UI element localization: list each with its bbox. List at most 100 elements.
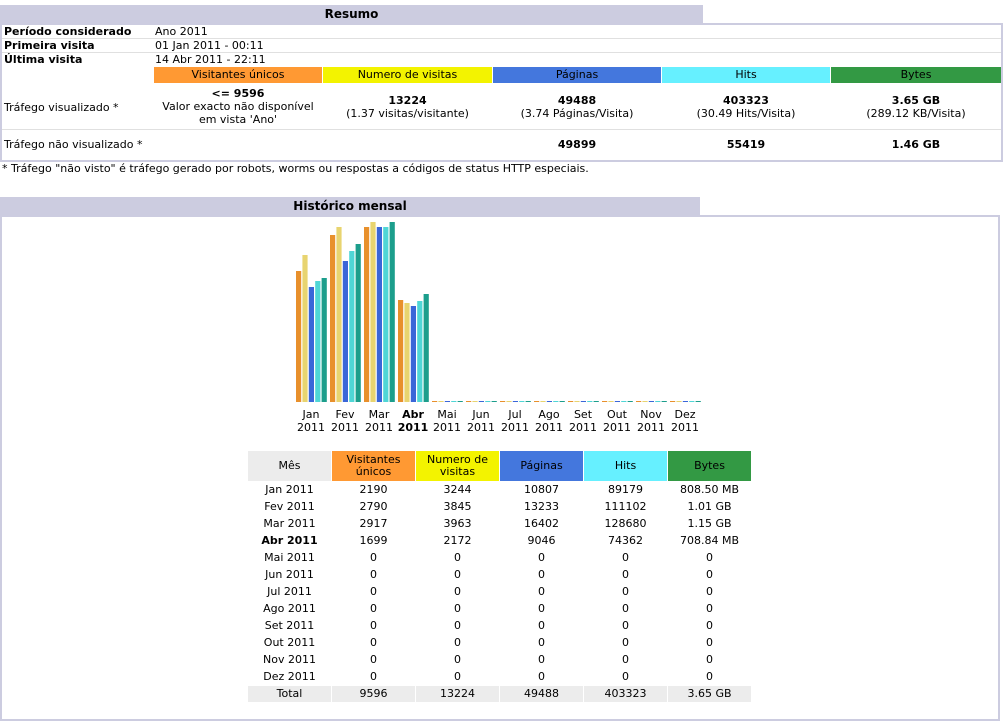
bar-paginas-out [614, 401, 620, 402]
table-cell-bytes: 1.01 GB [687, 500, 732, 513]
x-tick-year-dez: 2011 [671, 421, 699, 434]
table-cell-hits: 0 [622, 619, 629, 632]
table-cell-visitas: 0 [454, 670, 461, 683]
nao-visto-hits: 55419 [726, 138, 766, 151]
trafego-nao-visualizado-label: Tráfego não visualizado * [4, 138, 143, 151]
hits-value: 403323 [723, 94, 769, 107]
bar-hits-ago [553, 401, 559, 402]
bar-visitas-dez [676, 401, 682, 402]
table-header-bytes: Bytes [668, 451, 751, 481]
table-total-visitas: 13224 [416, 686, 499, 702]
bar-bytes-mai [457, 401, 463, 402]
table-cell-paginas: 0 [538, 602, 545, 615]
table-cell-bytes: 0 [706, 585, 713, 598]
table-cell-visitas: 0 [454, 568, 461, 581]
bar-visitantes-jul [500, 401, 506, 402]
table-cell-mes: Ago 2011 [263, 602, 316, 615]
table-cell-mes: Mai 2011 [264, 551, 315, 564]
table-cell-hits: 0 [622, 551, 629, 564]
bar-hits-out [621, 401, 627, 402]
visitas-ratio: (1.37 visitas/visitante) [346, 107, 469, 120]
table-cell-bytes: 708.84 MB [679, 534, 740, 547]
bar-hits-set [587, 401, 593, 402]
table-cell-mes: Jan 2011 [265, 483, 314, 496]
table-cell-visitas: 0 [454, 653, 461, 666]
bar-visitantes-jan [296, 271, 302, 402]
table-cell-paginas: 0 [538, 551, 545, 564]
x-tick-year-mar: 2011 [365, 421, 393, 434]
bar-bytes-out [627, 401, 633, 402]
table-cell-mes: Set 2011 [264, 619, 315, 632]
table-cell-hits: 111102 [604, 500, 647, 513]
x-tick-year-mai: 2011 [433, 421, 461, 434]
table-cell-paginas: 13233 [524, 500, 559, 513]
primeira-visita-label: Primeira visita [4, 39, 95, 52]
historico-title: Histórico mensal [0, 197, 700, 215]
table-cell-hits: 128680 [604, 517, 647, 530]
visitantes-value: <= 9596 [211, 87, 265, 100]
bar-paginas-set [580, 401, 586, 402]
table-cell-hits: 0 [622, 653, 629, 666]
table-cell-paginas: 0 [538, 585, 545, 598]
table-cell-visitantes: 1699 [359, 534, 388, 547]
hits-ratio: (30.49 Hits/Visita) [696, 107, 796, 120]
table-cell-bytes: 0 [706, 670, 713, 683]
bytes-value: 3.65 GB [891, 94, 941, 107]
x-tick-month-jul: Jul [507, 408, 521, 421]
bar-visitas-mai [438, 401, 444, 402]
bar-paginas-ago [546, 401, 552, 402]
bar-paginas-mai [444, 401, 450, 402]
x-tick-month-jan: Jan [302, 408, 320, 421]
table-cell-bytes: 0 [706, 636, 713, 649]
resumo-frame [0, 23, 1003, 162]
table-cell-mes: Fev 2011 [264, 500, 315, 513]
x-tick-month-set: Set [574, 408, 593, 421]
bar-bytes-dez [695, 401, 701, 402]
bar-visitantes-nov [636, 401, 642, 402]
table-cell-visitantes: 0 [370, 602, 377, 615]
historico-frame [0, 215, 1000, 721]
bar-bytes-jan [321, 278, 327, 402]
table-cell-visitantes: 0 [370, 568, 377, 581]
bar-paginas-dez [682, 401, 688, 402]
ultima-visita-label: Última visita [4, 53, 83, 66]
bar-visitas-mar [370, 222, 376, 402]
table-cell-visitantes: 0 [370, 636, 377, 649]
table-cell-visitantes: 2190 [359, 483, 388, 496]
x-tick-month-jun: Jun [471, 408, 489, 421]
table-cell-visitantes: 0 [370, 670, 377, 683]
x-tick-month-nov: Nov [640, 408, 662, 421]
bar-visitas-ago [540, 401, 546, 402]
table-total-hits: 403323 [584, 686, 667, 702]
bar-visitantes-set [568, 401, 574, 402]
paginas-ratio: (3.74 Páginas/Visita) [520, 107, 634, 120]
visitantes-note-1: Valor exacto não disponível [162, 100, 314, 113]
bar-hits-fev [349, 251, 355, 402]
bar-hits-nov [655, 401, 661, 402]
bar-bytes-nov [661, 401, 667, 402]
bar-visitantes-mai [432, 401, 438, 402]
table-cell-hits: 0 [622, 568, 629, 581]
bar-hits-jan [315, 281, 321, 402]
table-cell-bytes: 808.50 MB [679, 483, 740, 496]
table-total-paginas: 49488 [500, 686, 583, 702]
bar-visitas-nov [642, 401, 648, 402]
table-total-visitantes: 9596 [332, 686, 415, 702]
header-paginas: Páginas [493, 67, 661, 83]
bar-bytes-jul [525, 401, 531, 402]
x-tick-year-set: 2011 [569, 421, 597, 434]
table-cell-bytes: 0 [706, 619, 713, 632]
table-cell-bytes: 0 [706, 653, 713, 666]
bar-visitantes-out [602, 401, 608, 402]
table-cell-hits: 0 [622, 602, 629, 615]
header-bytes: Bytes [831, 67, 1001, 83]
table-cell-mes: Nov 2011 [263, 653, 316, 666]
x-tick-year-fev: 2011 [331, 421, 359, 434]
bar-bytes-fev [355, 244, 361, 402]
x-tick-year-abr: 2011 [398, 421, 429, 434]
x-tick-year-jul: 2011 [501, 421, 529, 434]
bar-bytes-abr [423, 294, 429, 402]
x-tick-month-fev: Fev [335, 408, 354, 421]
table-cell-paginas: 0 [538, 653, 545, 666]
table-cell-visitantes: 2790 [359, 500, 388, 513]
